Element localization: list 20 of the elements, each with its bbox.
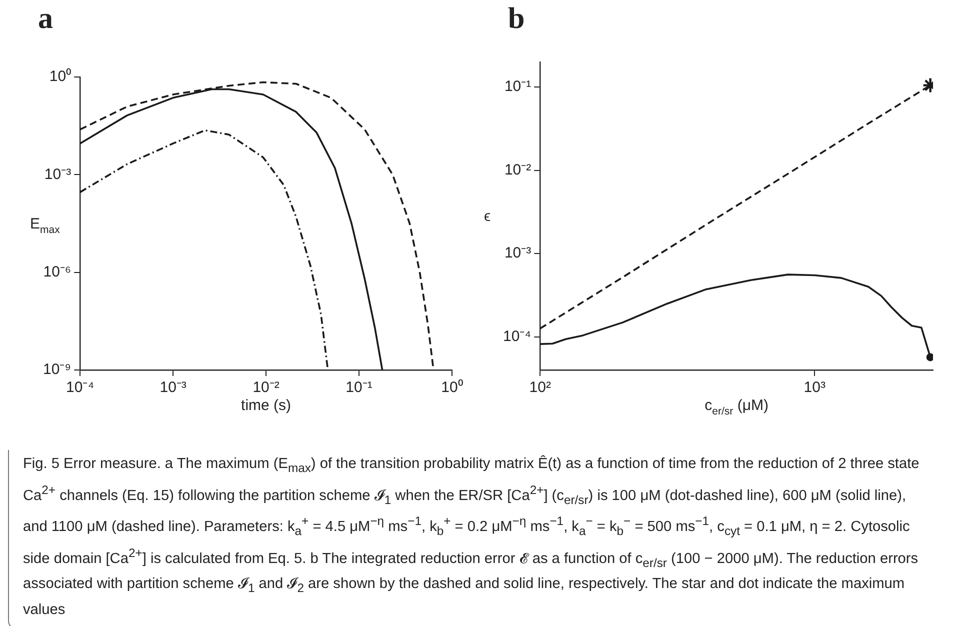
y-tick-label: 10⁻⁶	[43, 263, 72, 280]
x-tick-label: 10⁻¹	[346, 379, 372, 396]
y-tick-label: 10⁻⁹	[43, 361, 72, 378]
y-axis-title: ϵ	[484, 208, 491, 225]
x-tick-label: 10⁻³	[160, 379, 186, 396]
y-tick-label: 10⁰	[49, 68, 72, 86]
chart-title: b	[508, 2, 525, 35]
y-tick-label: 10⁻³	[44, 166, 72, 183]
chart-title: a	[38, 2, 53, 35]
x-axis-title: time (s)	[241, 397, 292, 414]
x-tick-label: 10³	[804, 379, 826, 396]
x-tick-label: 10⁻²	[252, 379, 280, 396]
text: Fig. 5 Error measure. a The maximum (E$_{max}$) of the transition probability matrix Ê(t) as a function of time from the reduction of 2 three state Ca$^{2+}$ channels (Eq. 15) following the partition scheme 𝓘$_{1}$ when the ER/SR [Ca$^{2+}$] (c$_{er/sr}$) is 100 μM (dot-dashed line), 600 μM (solid line), and 1100 μM (dashed line). Parameters: k$_{a}$$^{+}$ = 4.5 μM$^{−η}$ ms$^{−1}$, k$_{b}$$^{+}$ = 0.2 μM$^{−η}$ ms$^{−1}$, k$_{a}$$^{−}$ = k$_{b}$$^{−}$ = 500 ms$^{−1}$, c$_{cyt}$ = 0.1 μM, η = 2. Cytosolic side domain [Ca$^{2+}$] is calculated from Eq. 5. b The integrated reduction error 𝓔 as a function of c$_{er/sr}$ (100 − 2000 μM). The reduction errors associated with partition scheme 𝓘$_{1}$ and 𝓘$_{2}$ are shown by the dashed and solid line, respectively. The star and dot indicate the maximum values	[23, 456, 920, 618]
x-tick-label: 10²	[529, 379, 551, 396]
y-tick-label: 10⁻³	[504, 244, 532, 262]
x-tick-label: 10⁰	[441, 379, 463, 396]
y-tick-label: 10⁻⁴	[502, 328, 532, 346]
y-tick-label: 10⁻²	[504, 161, 532, 178]
x-tick-label: 10⁻⁴	[66, 379, 94, 396]
y-tick-label: 10⁻¹	[504, 78, 532, 96]
